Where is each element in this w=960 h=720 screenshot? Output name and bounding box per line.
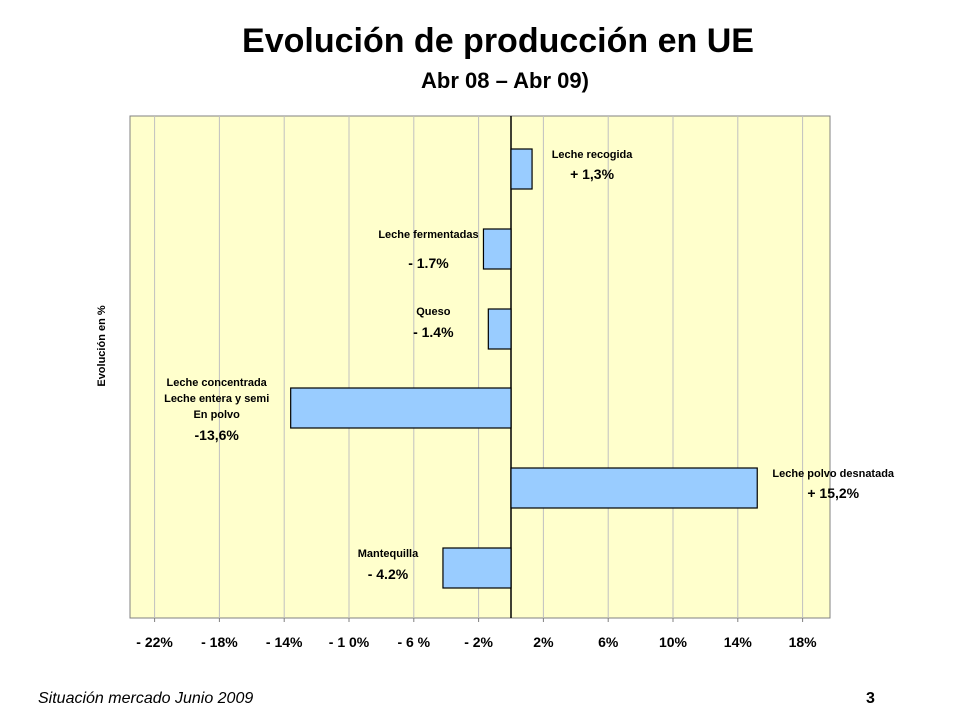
bar-value-label: + 1,3% bbox=[570, 166, 615, 182]
x-tick-label: 6% bbox=[598, 634, 619, 650]
x-tick-label: - 1 0% bbox=[329, 634, 370, 650]
bar-category-label: Leche polvo desnatada bbox=[772, 468, 895, 480]
bar bbox=[482, 228, 512, 270]
bar-category-label: Queso bbox=[416, 306, 451, 318]
y-axis-label: Evolución en % bbox=[96, 305, 108, 387]
chart-title: Evolución de producción en UE bbox=[242, 22, 754, 60]
x-tick-label: - 22% bbox=[136, 634, 173, 650]
x-tick-label: - 14% bbox=[266, 634, 303, 650]
chart-subtitle: Abr 08 – Abr 09) bbox=[421, 68, 589, 93]
bar-value-label: + 15,2% bbox=[807, 485, 859, 501]
bar bbox=[487, 308, 512, 350]
footer-text: Situación mercado Junio 2009 bbox=[38, 690, 254, 707]
x-tick-label: - 6 % bbox=[397, 634, 430, 650]
bar-category-label: Leche entera y semi bbox=[164, 393, 269, 405]
bar-category-label: En polvo bbox=[193, 409, 240, 421]
bar bbox=[510, 148, 533, 190]
bar-category-label: Mantequilla bbox=[358, 548, 419, 560]
bar-category-label: Leche fermentadas bbox=[378, 229, 478, 241]
x-tick-label: - 18% bbox=[201, 634, 238, 650]
bar-value-label: - 4.2% bbox=[368, 566, 409, 582]
page-number: 3 bbox=[866, 690, 875, 707]
x-tick-label: 2% bbox=[533, 634, 554, 650]
bar bbox=[442, 547, 512, 589]
bar bbox=[510, 467, 758, 509]
x-tick-label: 14% bbox=[724, 634, 753, 650]
bar-value-label: - 1.7% bbox=[408, 255, 449, 271]
bar-value-label: -13,6% bbox=[195, 427, 240, 443]
plot-area bbox=[129, 115, 831, 619]
bar-value-label: - 1.4% bbox=[413, 324, 454, 340]
x-tick-label: 10% bbox=[659, 634, 688, 650]
bar bbox=[290, 387, 512, 429]
x-tick-label: 18% bbox=[789, 634, 818, 650]
bar-category-label: Leche concentrada bbox=[167, 377, 268, 389]
x-tick-label: - 2% bbox=[464, 634, 493, 650]
bar-category-label: Leche recogida bbox=[552, 149, 634, 161]
